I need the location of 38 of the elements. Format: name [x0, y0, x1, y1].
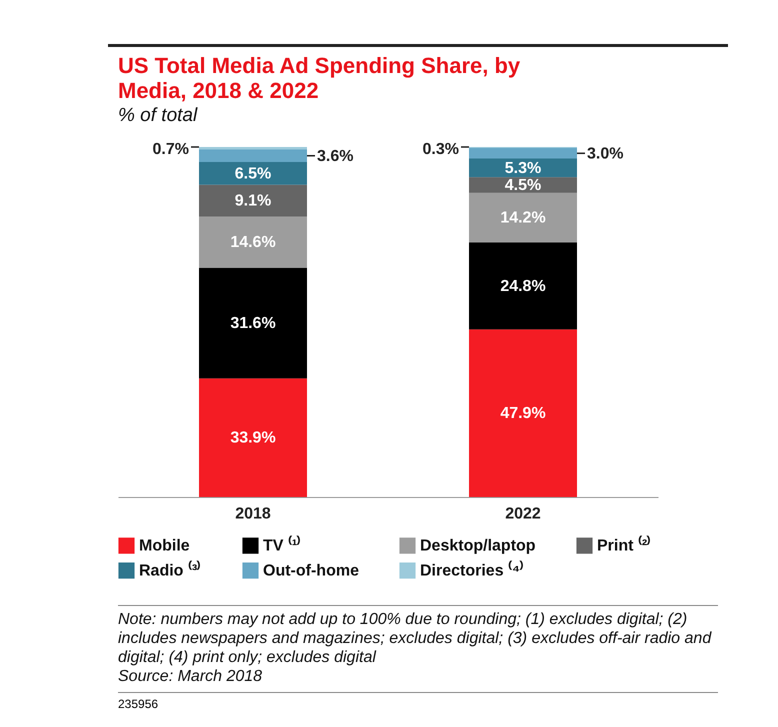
x-tick-label: 2018 [235, 506, 271, 522]
data-label: 14.6% [230, 234, 276, 252]
bar [199, 378, 307, 497]
bar [469, 242, 577, 330]
legend-label: Desktop/laptop [420, 538, 536, 555]
legend-label: Print ⁽²⁾ [597, 536, 652, 555]
legend-label: Mobile [139, 538, 190, 555]
data-label: 3.0% [587, 145, 624, 162]
data-label: 0.3% [422, 141, 459, 158]
data-label: 14.2% [500, 210, 546, 227]
legend-label: Radio ⁽³⁾ [139, 560, 202, 580]
bar [199, 162, 307, 185]
legend-label: Directories ⁽⁴⁾ [420, 560, 524, 580]
text: 235956 [118, 692, 718, 711]
chart-title: US Total Media Ad Spending Share, by Media, 2018 & 2022 [118, 53, 522, 103]
x-tick-label: 2022 [505, 506, 541, 522]
bar [469, 329, 577, 497]
data-label: 4.5% [504, 176, 542, 194]
data-label: 5.3% [504, 160, 542, 177]
data-label: 24.8% [500, 278, 546, 295]
chart-subtitle: % of total [118, 105, 198, 127]
bar [199, 216, 307, 268]
bar [199, 268, 307, 378]
bar [469, 192, 577, 243]
data-label: 31.6% [230, 315, 276, 332]
bar [469, 148, 577, 159]
data-label: 33.9% [230, 430, 276, 447]
text: Note: numbers may not add up to 100% due to rounding; (1) excludes digital; (2) includes newspapers and magazines; excludes digital; (3) excludes off-air radio and digital; (4) print only; excludes digital [118, 610, 713, 667]
data-label: 0.7% [152, 141, 189, 158]
bar [199, 149, 307, 162]
legend-label: TV ⁽¹⁾ [263, 536, 302, 555]
source-note: Source: March 2018 [118, 667, 264, 686]
data-label: 3.6% [317, 148, 354, 165]
data-label: 6.5% [234, 165, 272, 182]
data-label: 47.9% [500, 405, 546, 422]
data-label: 9.1% [234, 192, 272, 210]
bar [199, 184, 307, 217]
legend-label: Out-of-home [263, 562, 360, 580]
